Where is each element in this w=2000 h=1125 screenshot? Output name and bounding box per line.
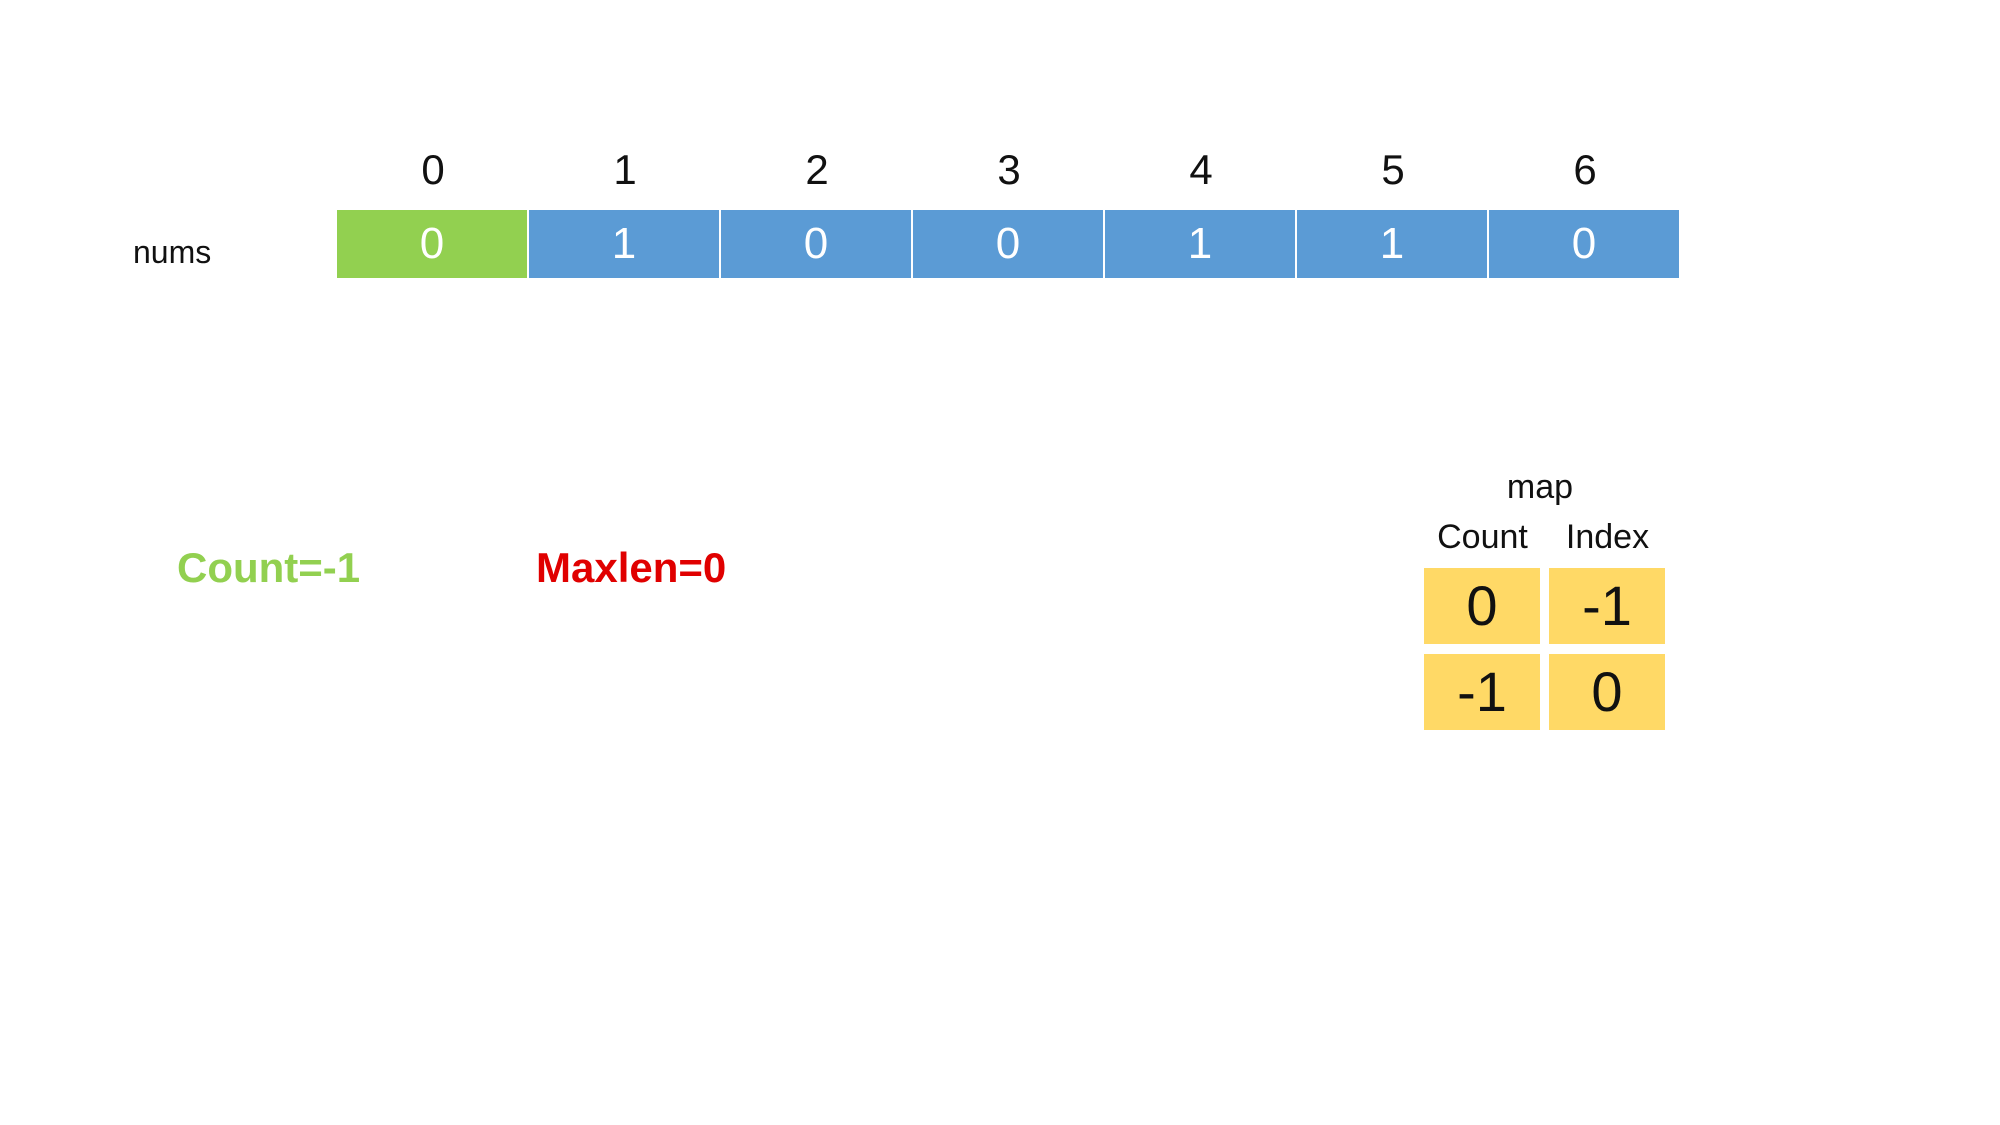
map-row: -1 0 bbox=[1424, 654, 1665, 730]
map-cell-count: 0 bbox=[1424, 568, 1540, 644]
maxlen-status: Maxlen=0 bbox=[536, 544, 727, 591]
map-cell-count: -1 bbox=[1424, 654, 1540, 730]
index-label: 2 bbox=[805, 146, 829, 193]
index-label: 0 bbox=[421, 146, 445, 193]
map-header-index: Index bbox=[1565, 518, 1650, 556]
map-table: 0 -1 -1 0 bbox=[1424, 568, 1665, 740]
map-cell-index: 0 bbox=[1549, 654, 1665, 730]
map-title: map bbox=[1506, 468, 1574, 506]
array-cell: 1 bbox=[1105, 210, 1295, 278]
nums-array: 0 1 0 0 1 1 0 bbox=[337, 210, 1679, 278]
index-row: 0 1 2 3 4 5 6 bbox=[337, 142, 1681, 198]
map-cell-index: -1 bbox=[1549, 568, 1665, 644]
map-row: 0 -1 bbox=[1424, 568, 1665, 644]
array-cell: 0 bbox=[913, 210, 1103, 278]
index-label: 6 bbox=[1573, 146, 1597, 193]
array-label: nums bbox=[133, 234, 212, 270]
array-cell: 1 bbox=[529, 210, 719, 278]
array-cell: 0 bbox=[1489, 210, 1679, 278]
array-cell: 0 bbox=[721, 210, 911, 278]
index-label: 3 bbox=[997, 146, 1021, 193]
array-cell: 1 bbox=[1297, 210, 1487, 278]
count-status: Count=-1 bbox=[177, 544, 361, 591]
array-cell-current: 0 bbox=[337, 210, 527, 278]
map-header-count: Count bbox=[1437, 518, 1528, 556]
index-label: 1 bbox=[613, 146, 637, 193]
map-headers: Count Index bbox=[1420, 515, 1670, 559]
index-label: 4 bbox=[1189, 146, 1213, 193]
index-label: 5 bbox=[1381, 146, 1405, 193]
